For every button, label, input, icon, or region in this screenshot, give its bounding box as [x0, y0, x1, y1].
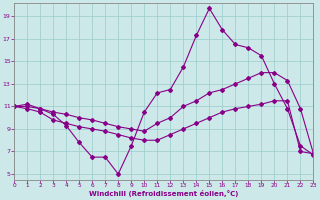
- X-axis label: Windchill (Refroidissement éolien,°C): Windchill (Refroidissement éolien,°C): [89, 190, 238, 197]
